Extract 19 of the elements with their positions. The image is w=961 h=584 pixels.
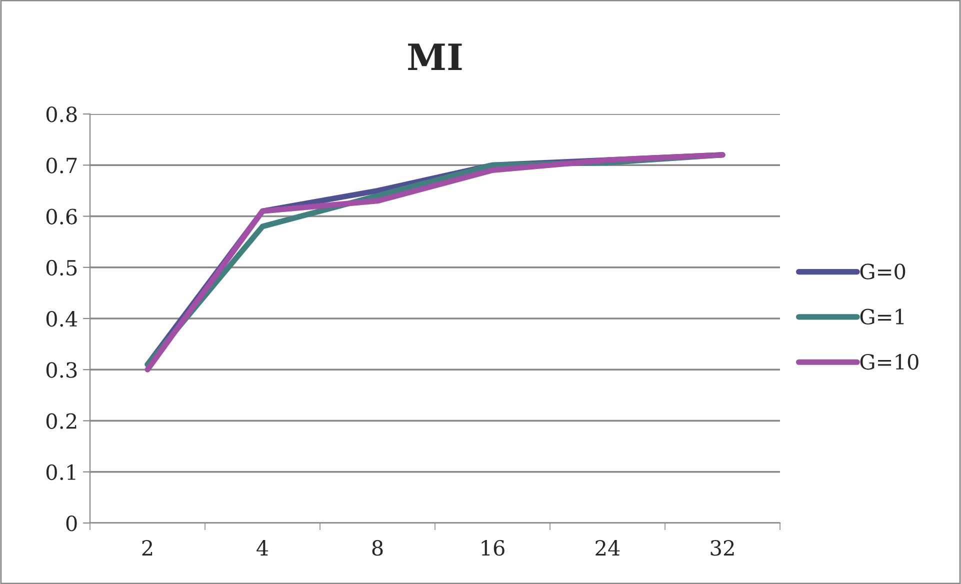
y-tick-label: 0.2 xyxy=(46,413,76,429)
legend-label: G=10 xyxy=(860,354,918,370)
x-tick-label: 4 xyxy=(256,540,268,556)
legend-label: G=0 xyxy=(860,264,906,280)
chart-title: MI xyxy=(408,44,462,70)
y-tick-label: 0 xyxy=(66,515,77,532)
y-tick-label: 0.5 xyxy=(46,260,77,276)
y-tick-label: 0.3 xyxy=(46,362,77,378)
x-tick-label: 24 xyxy=(596,540,620,556)
legend-label: G=1 xyxy=(860,308,904,325)
y-tick-label: 0.1 xyxy=(46,464,76,480)
y-tick-label: 0.6 xyxy=(46,208,77,224)
y-tick-label: 0.7 xyxy=(46,158,77,174)
x-tick-label: 32 xyxy=(710,540,734,556)
x-tick-label: 2 xyxy=(142,540,152,556)
x-tick-label: 8 xyxy=(372,540,383,556)
x-tick-label: 16 xyxy=(482,540,504,556)
y-tick-label: 0.8 xyxy=(46,106,77,122)
y-tick-label: 0.4 xyxy=(46,310,78,327)
